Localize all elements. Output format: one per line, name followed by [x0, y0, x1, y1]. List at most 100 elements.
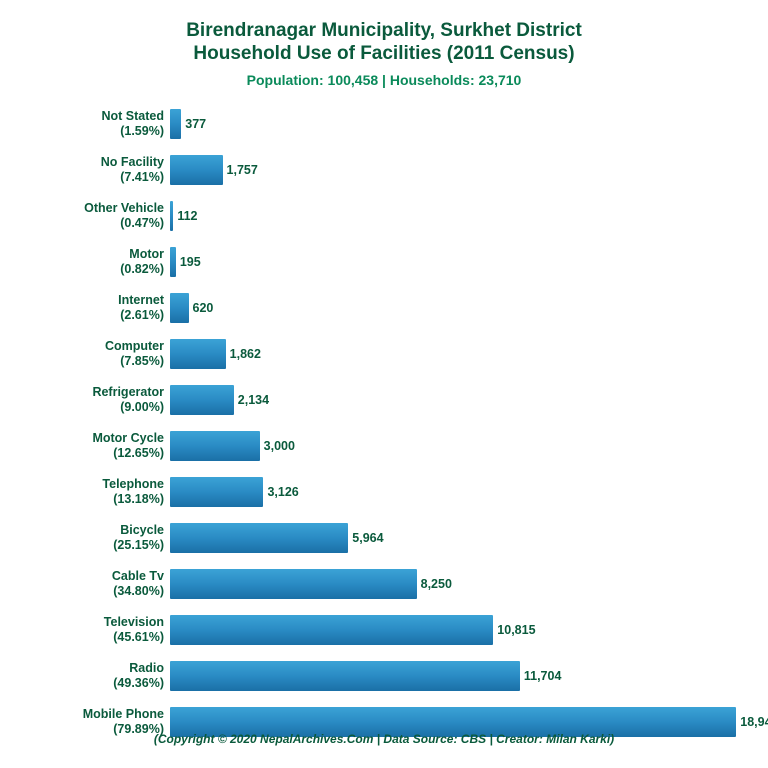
title-line-2: Household Use of Facilities (2011 Census… [30, 43, 738, 66]
bar-label: Telephone(13.18%) [30, 477, 170, 506]
bar-label: Not Stated(1.59%) [30, 109, 170, 138]
bar-row: Television(45.61%)10,815 [30, 608, 738, 652]
bar-track: 5,964 [170, 523, 738, 553]
bar-value: 3,126 [263, 485, 298, 499]
bar: 1,757 [170, 155, 223, 185]
bar: 1,862 [170, 339, 226, 369]
bar-value: 620 [189, 301, 214, 315]
bar-value: 1,862 [226, 347, 261, 361]
bar-label: Internet(2.61%) [30, 293, 170, 322]
bar-label-name: Computer [105, 339, 164, 353]
bar-label-name: Telephone [102, 477, 164, 491]
bar-label-pct: 34.80% [117, 584, 159, 598]
bar-label-name: Radio [129, 661, 164, 675]
bar-label: Television(45.61%) [30, 615, 170, 644]
bar-row: Cable Tv(34.80%)8,250 [30, 562, 738, 606]
bar-label-pct: 9.00% [124, 400, 159, 414]
bar-track: 10,815 [170, 615, 738, 645]
bar-value: 1,757 [223, 163, 258, 177]
bar: 5,964 [170, 523, 348, 553]
title-line-1: Birendranagar Municipality, Surkhet Dist… [30, 20, 738, 43]
bar-row: Not Stated(1.59%)377 [30, 102, 738, 146]
bar-label-pct: 45.61% [117, 630, 159, 644]
bar-label-name: Not Stated [102, 109, 165, 123]
bar-label: Radio(49.36%) [30, 661, 170, 690]
bar-track: 620 [170, 293, 738, 323]
bar-value: 2,134 [234, 393, 269, 407]
bar-row: Refrigerator(9.00%)2,134 [30, 378, 738, 422]
bar-track: 1,757 [170, 155, 738, 185]
bar-label-name: Motor [129, 247, 164, 261]
bar-row: Internet(2.61%)620 [30, 286, 738, 330]
bar-value: 112 [173, 209, 197, 223]
bar-label: No Facility(7.41%) [30, 155, 170, 184]
bar: 3,126 [170, 477, 263, 507]
bar-track: 377 [170, 109, 738, 139]
bar-value: 18,943 [736, 715, 768, 729]
bar-label-name: Mobile Phone [83, 707, 164, 721]
bar-label: Cable Tv(34.80%) [30, 569, 170, 598]
bar-value: 10,815 [493, 623, 535, 637]
bar: 10,815 [170, 615, 493, 645]
bar-label-name: No Facility [101, 155, 164, 169]
bar-track: 112 [170, 201, 738, 231]
bar-label-pct: 25.15% [117, 538, 159, 552]
bar-label-pct: 13.18% [117, 492, 159, 506]
bar-label-name: Refrigerator [92, 385, 164, 399]
bar: 8,250 [170, 569, 417, 599]
chart-subtitle: Population: 100,458 | Households: 23,710 [30, 72, 738, 88]
bar-label-pct: 49.36% [117, 676, 159, 690]
bar-label-pct: 0.82% [124, 262, 159, 276]
bar-value: 11,704 [520, 669, 562, 683]
bar-value: 5,964 [348, 531, 383, 545]
bar-row: Radio(49.36%)11,704 [30, 654, 738, 698]
bar-row: Telephone(13.18%)3,126 [30, 470, 738, 514]
chart-title: Birendranagar Municipality, Surkhet Dist… [30, 20, 738, 66]
bar-track: 11,704 [170, 661, 738, 691]
bar-label-name: Television [104, 615, 164, 629]
bar-label-pct: 12.65% [117, 446, 159, 460]
bars-area: Not Stated(1.59%)377No Facility(7.41%)1,… [30, 102, 738, 744]
bar-label-name: Cable Tv [112, 569, 164, 583]
bar: 112 [170, 201, 173, 231]
bar-label-pct: 7.41% [124, 170, 159, 184]
bar-label: Computer(7.85%) [30, 339, 170, 368]
bar: 11,704 [170, 661, 520, 691]
bar-track: 2,134 [170, 385, 738, 415]
bar-label: Refrigerator(9.00%) [30, 385, 170, 414]
bar-row: Motor(0.82%)195 [30, 240, 738, 284]
bar-label-pct: 1.59% [124, 124, 159, 138]
bar-track: 3,000 [170, 431, 738, 461]
bar-label-pct: 7.85% [124, 354, 159, 368]
bar-label: Motor Cycle(12.65%) [30, 431, 170, 460]
bar-row: Bicycle(25.15%)5,964 [30, 516, 738, 560]
bar-value: 8,250 [417, 577, 452, 591]
bar-label-name: Motor Cycle [92, 431, 164, 445]
bar: 3,000 [170, 431, 260, 461]
bar-row: Computer(7.85%)1,862 [30, 332, 738, 376]
bar-track: 195 [170, 247, 738, 277]
bar-label-name: Bicycle [120, 523, 164, 537]
bar-label: Bicycle(25.15%) [30, 523, 170, 552]
bar-label-pct: 2.61% [124, 308, 159, 322]
bar-label-pct: 0.47% [124, 216, 159, 230]
bar-row: Other Vehicle(0.47%)112 [30, 194, 738, 238]
bar-row: Motor Cycle(12.65%)3,000 [30, 424, 738, 468]
bar-track: 8,250 [170, 569, 738, 599]
bar-label: Other Vehicle(0.47%) [30, 201, 170, 230]
chart-footer: (Copyright © 2020 NepalArchives.Com | Da… [0, 732, 768, 746]
bar-label-name: Internet [118, 293, 164, 307]
chart-container: Birendranagar Municipality, Surkhet Dist… [0, 0, 768, 768]
bar: 620 [170, 293, 189, 323]
bar-track: 3,126 [170, 477, 738, 507]
bar-track: 1,862 [170, 339, 738, 369]
bar-label: Motor(0.82%) [30, 247, 170, 276]
bar: 195 [170, 247, 176, 277]
bar-value: 195 [176, 255, 201, 269]
bar: 2,134 [170, 385, 234, 415]
bar-label-name: Other Vehicle [84, 201, 164, 215]
bar: 377 [170, 109, 181, 139]
bar-value: 3,000 [260, 439, 295, 453]
bar-row: No Facility(7.41%)1,757 [30, 148, 738, 192]
bar-value: 377 [181, 117, 206, 131]
